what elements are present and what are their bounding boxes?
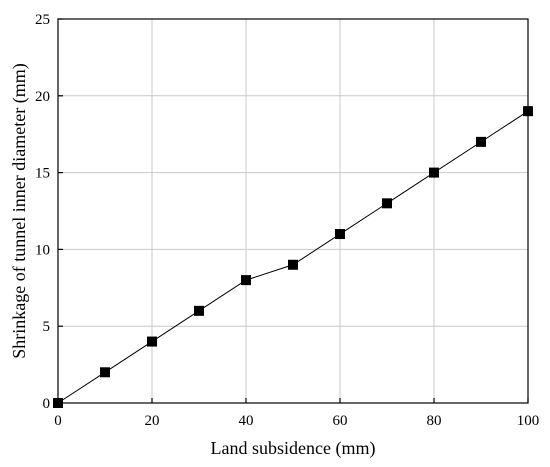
y-tick-label: 10: [35, 242, 50, 258]
series-line: [57, 110, 529, 404]
x-tick-label: 0: [54, 413, 62, 429]
x-tick-label: 80: [427, 413, 442, 429]
x-tick-label: 40: [239, 413, 254, 429]
data-point: [288, 259, 298, 270]
y-axis-label: Shrinkage of tunnel inner diameter (mm): [9, 63, 30, 358]
y-tick-label: 0: [43, 396, 51, 412]
series-group: [53, 106, 533, 408]
plot-frame: [57, 18, 529, 404]
data-point: [147, 336, 157, 347]
y-tick-label: 20: [35, 89, 50, 105]
data-point: [382, 198, 392, 209]
data-point: [241, 275, 251, 286]
data-point: [476, 136, 486, 147]
data-point: [100, 367, 110, 378]
tick-labels: 0 20 40 60 80 100 0 5 10 15 20 25: [35, 12, 539, 429]
grid-lines: [58, 19, 528, 403]
x-tick-label: 100: [517, 413, 540, 429]
axis-ticks: [57, 18, 529, 404]
x-tick-label: 20: [145, 413, 160, 429]
x-tick-label: 60: [333, 413, 348, 429]
y-tick-label: 15: [35, 166, 50, 182]
data-point: [523, 106, 533, 117]
x-axis-label: Land subsidence (mm): [211, 438, 376, 459]
y-tick-label: 5: [43, 319, 51, 335]
data-point: [429, 167, 439, 178]
data-point: [335, 229, 345, 240]
data-point: [53, 398, 63, 408]
y-tick-label: 25: [35, 12, 50, 28]
data-point: [194, 305, 204, 316]
